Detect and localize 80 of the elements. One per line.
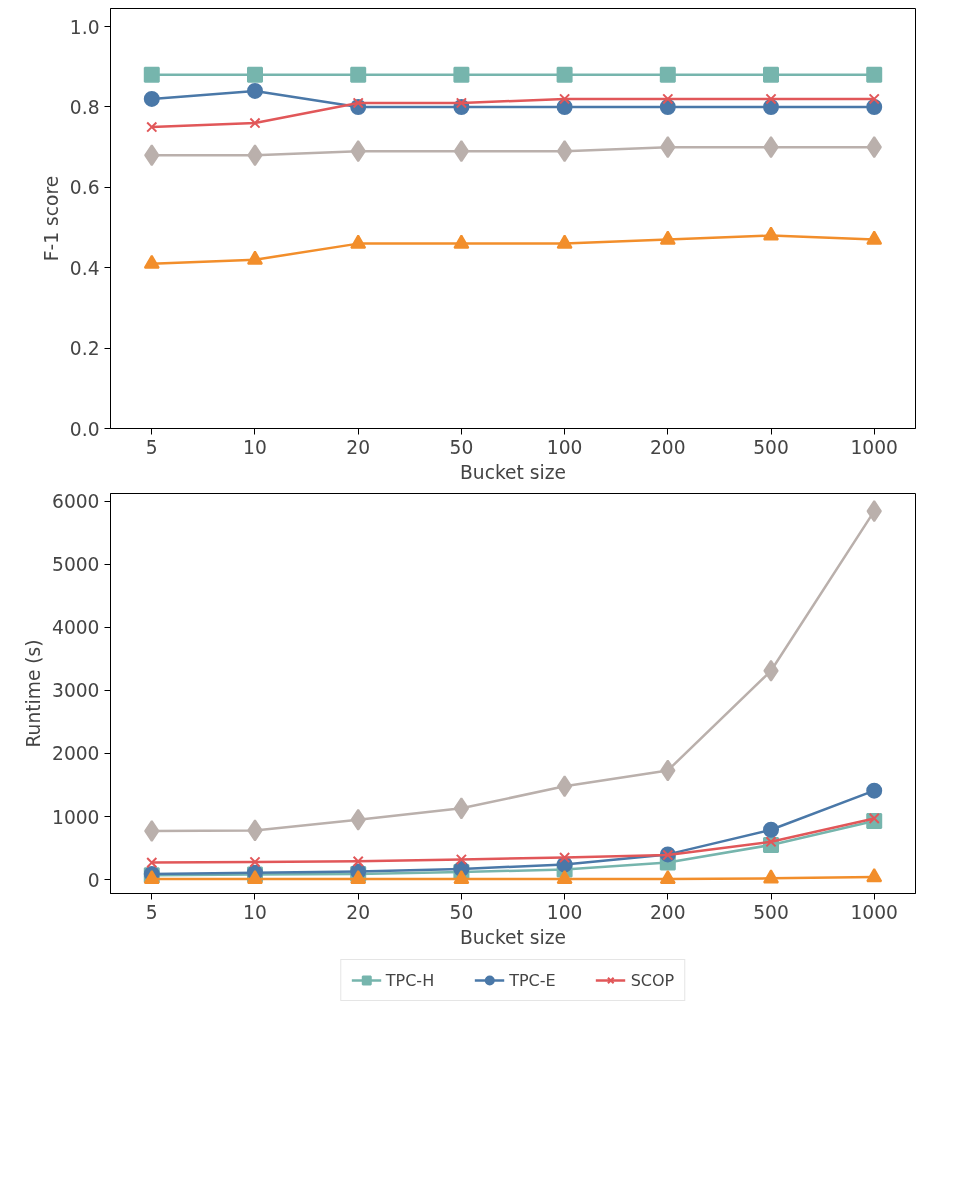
point xyxy=(866,66,883,83)
point xyxy=(350,66,367,83)
point xyxy=(350,234,367,249)
point xyxy=(868,93,880,105)
point xyxy=(453,66,470,83)
point xyxy=(246,66,263,83)
point xyxy=(559,93,571,105)
point xyxy=(662,93,674,105)
x-tick-label: 20 xyxy=(346,901,371,923)
point xyxy=(866,230,883,245)
point xyxy=(556,775,573,798)
point xyxy=(659,66,676,83)
point xyxy=(763,226,780,241)
point xyxy=(556,66,573,83)
point xyxy=(455,853,467,866)
point xyxy=(453,869,470,885)
point xyxy=(246,82,263,99)
x-tick-label: 10 xyxy=(243,436,267,458)
x-axis-title: Bucket size xyxy=(460,926,566,948)
point xyxy=(556,140,573,163)
x-tick-label: 20 xyxy=(346,436,371,458)
x-tick-label: 50 xyxy=(449,901,474,923)
point xyxy=(143,66,160,83)
point xyxy=(453,140,470,163)
point xyxy=(659,869,676,885)
y-tick-label: 0.8 xyxy=(69,96,100,118)
point xyxy=(352,855,364,867)
point xyxy=(556,234,573,249)
point xyxy=(249,856,261,868)
y-tick-label: 0.2 xyxy=(69,338,100,360)
point xyxy=(350,869,367,885)
y-tick-label: 6000 xyxy=(52,491,100,513)
point xyxy=(866,782,883,799)
y-tick-label: 1000 xyxy=(52,806,100,828)
y-tick-label: 1.0 xyxy=(69,16,100,38)
legend-label: TPC-E xyxy=(509,970,556,990)
legend-label: SCOP xyxy=(630,970,675,990)
y-axis-title: F-1 score xyxy=(40,175,62,262)
point xyxy=(866,868,883,883)
y-tick-label: 0 xyxy=(87,869,100,891)
point xyxy=(765,836,777,848)
point xyxy=(559,851,571,864)
legend-label: TPC-H xyxy=(385,970,435,990)
point xyxy=(246,250,263,265)
point xyxy=(659,230,676,245)
x-tick-label: 200 xyxy=(650,901,686,923)
y-tick-label: 2000 xyxy=(52,743,100,765)
y-tick-label: 3000 xyxy=(52,680,100,702)
point xyxy=(143,90,160,107)
x-tick-label: 1000 xyxy=(850,901,898,923)
x-tick-label: 500 xyxy=(753,436,789,458)
y-tick-label: 0.6 xyxy=(69,177,100,199)
x-tick-label: 10 xyxy=(243,901,267,923)
point xyxy=(146,856,158,869)
point xyxy=(453,797,470,820)
point xyxy=(143,254,160,269)
x-tick-label: 100 xyxy=(546,436,583,458)
point xyxy=(765,93,777,105)
point xyxy=(763,821,780,838)
point xyxy=(352,97,364,109)
point xyxy=(763,869,780,884)
point xyxy=(763,66,780,83)
point xyxy=(146,121,158,133)
y-tick-label: 5000 xyxy=(52,554,100,576)
y-tick-label: 0.4 xyxy=(69,257,100,279)
y-tick-label: 0.0 xyxy=(69,418,100,440)
point xyxy=(453,234,470,249)
point xyxy=(249,117,261,129)
point xyxy=(556,869,573,885)
y-tick-label: 4000 xyxy=(52,617,100,639)
y-axis-title: Runtime (s) xyxy=(23,639,45,748)
x-tick-label: 5 xyxy=(145,436,158,458)
x-tick-label: 5 xyxy=(145,901,158,923)
x-tick-label: 500 xyxy=(753,901,789,923)
x-axis-title: Bucket size xyxy=(460,461,566,483)
x-tick-label: 100 xyxy=(546,901,583,923)
x-tick-label: 50 xyxy=(449,436,474,458)
point xyxy=(868,812,880,825)
x-tick-label: 200 xyxy=(650,436,686,458)
x-tick-label: 1000 xyxy=(850,436,898,458)
